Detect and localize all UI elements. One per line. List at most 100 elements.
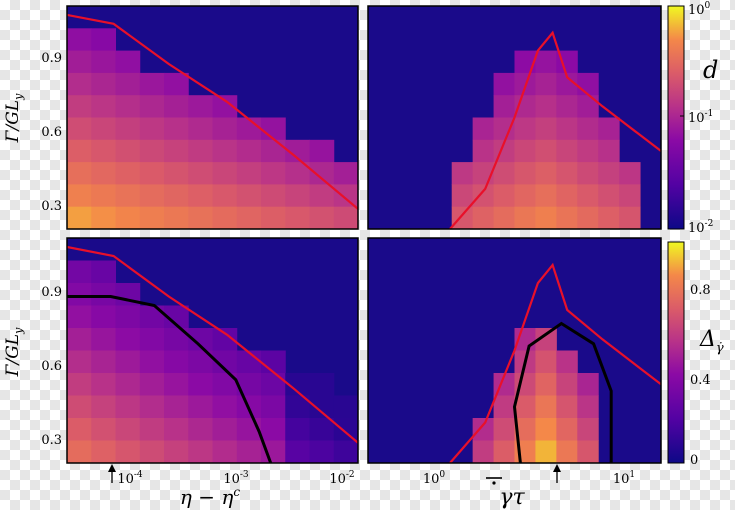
heatmap-cell (212, 395, 238, 419)
red-curve-bottom-left (67, 245, 358, 444)
ylabel-bottom: Γ/GLy (3, 327, 25, 377)
heatmap-cell (619, 184, 641, 208)
heatmap-cell (67, 305, 92, 329)
heatmap-cell (556, 72, 578, 96)
heatmap-cells-top-right (451, 50, 641, 229)
ytick-bottom-0.6: 0.6 (41, 359, 62, 374)
ylabel-top: Γ/GLy (3, 93, 25, 143)
heatmap-cell (285, 206, 310, 229)
heatmap-cell (91, 162, 116, 185)
cb-top-tick-1e0: 100 (688, 1, 711, 18)
svg-text:γτ: γτ (499, 485, 525, 510)
heatmap-cell (91, 139, 116, 163)
heatmap-cell (212, 162, 238, 185)
panel-bottom-right (367, 237, 662, 464)
heatmap-cell (67, 95, 92, 118)
heatmap-cell (212, 440, 238, 463)
heatmap-cell (115, 50, 141, 74)
heatmap-cell (333, 418, 358, 441)
heatmap-cell (188, 440, 213, 463)
heatmap-cell (188, 117, 213, 141)
heatmap-cell (556, 440, 578, 463)
heatmap-cell (67, 50, 92, 74)
heatmap-cell (451, 162, 474, 185)
heatmap-cell (577, 117, 599, 141)
heatmap-cell (577, 162, 599, 185)
heatmap-cell (514, 395, 536, 419)
heatmap-cell (535, 440, 557, 463)
cb-bottom-tick-0: 0 (690, 453, 698, 468)
heatmap-cell (493, 418, 515, 441)
heatmap-cell (261, 395, 286, 419)
red-curve-top-right (449, 30, 661, 229)
heatmap-cell (285, 162, 310, 185)
heatmap-cell (261, 373, 286, 396)
heatmap-cell (236, 440, 262, 463)
heatmap-cell (514, 117, 536, 141)
heatmap-cell (236, 139, 262, 163)
heatmap-cell (309, 373, 335, 396)
heatmap-cell (188, 418, 213, 441)
heatmap-cell (493, 440, 515, 463)
heatmap-cell (91, 117, 116, 141)
heatmap-cell (212, 206, 238, 229)
heatmap-cell (535, 328, 557, 351)
heatmap-cell (236, 373, 262, 396)
heatmap-cell (139, 328, 165, 351)
heatmap-cell (164, 373, 189, 396)
heatmap-cell (472, 139, 495, 163)
heatmap-cell (115, 95, 141, 118)
heatmap-cell (514, 184, 536, 208)
heatmap-cell (91, 328, 116, 351)
heatmap-cell (535, 373, 557, 396)
heatmap-cell (212, 350, 238, 374)
heatmap-cell (577, 373, 599, 396)
heatmap-cell (91, 395, 116, 419)
xlabel-left: η − ηc (180, 485, 240, 509)
heatmap-cell (285, 184, 310, 208)
ytick-top-0.9: 0.9 (41, 51, 62, 66)
heatmap-cell (67, 328, 92, 351)
heatmap-cell (472, 184, 495, 208)
colorbar-top: 100 10-1 10-2 d (667, 1, 718, 236)
heatmap-cell (91, 50, 116, 74)
heatmap-cell (164, 328, 189, 351)
heatmap-cell (188, 328, 213, 351)
heatmap-cell (333, 184, 358, 208)
heatmap-cell (261, 206, 286, 229)
heatmap-cell (493, 117, 515, 141)
panel-top-right (367, 5, 662, 230)
heatmap-cell (535, 139, 557, 163)
heatmap-cell (577, 418, 599, 441)
heatmap-cell (309, 139, 335, 163)
heatmap-cell (285, 418, 310, 441)
heatmap-cell (556, 418, 578, 441)
heatmap-cell (115, 139, 141, 163)
heatmap-cell (164, 206, 189, 229)
heatmap-cell (261, 350, 286, 374)
heatmap-cell (115, 350, 141, 374)
ytick-bottom-0.9: 0.9 (41, 285, 62, 300)
heatmap-cell (139, 350, 165, 374)
heatmap-cells-bottom-left (67, 260, 358, 463)
heatmap-cell (212, 328, 238, 351)
heatmap-cell (212, 95, 238, 118)
heatmap-cell (236, 184, 262, 208)
heatmap-cell (577, 440, 599, 463)
heatmap-cell (188, 139, 213, 163)
heatmap-cell (493, 184, 515, 208)
panel-bottom-left (66, 237, 359, 464)
colorbar-bottom: 0.8 0.4 0 Δγ̇ (667, 241, 724, 468)
heatmap-cell (309, 395, 335, 419)
heatmap-cell (115, 117, 141, 141)
heatmap-cell (164, 418, 189, 441)
cb-top-tick-1e-2: 10-2 (688, 219, 713, 236)
heatmap-cell (67, 139, 92, 163)
heatmap-cell (164, 139, 189, 163)
heatmap-cell (67, 206, 92, 229)
heatmap-cell (91, 350, 116, 374)
arrow-marker-right (553, 464, 561, 483)
panel-top-left-frame (66, 5, 359, 230)
heatmap-cell (67, 260, 92, 284)
